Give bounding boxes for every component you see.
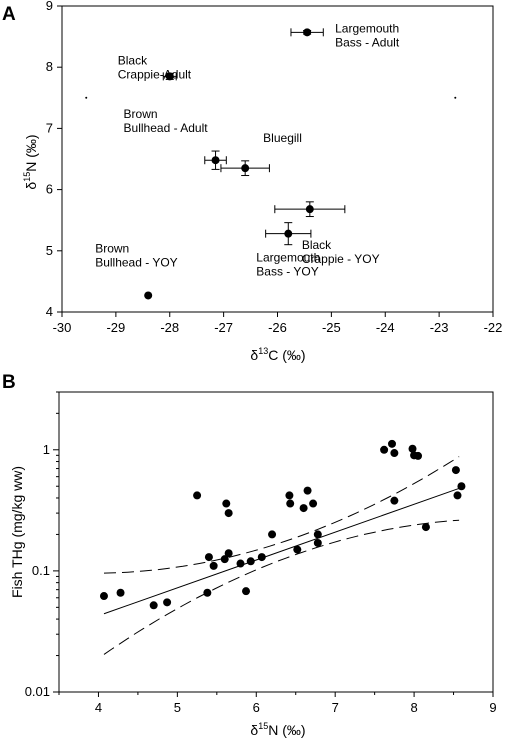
point-label: Bluegill	[263, 131, 302, 145]
x-tick-label: -28	[160, 320, 179, 335]
x-tick-label: 6	[253, 700, 260, 715]
data-point	[116, 588, 125, 597]
y-tick-label: 6	[46, 182, 53, 197]
chart-a-x-axis-title: δ13C (‰)	[250, 346, 305, 363]
data-point	[236, 559, 245, 568]
chart-b-x-axis-title: δ15N (‰)	[250, 721, 305, 738]
data-point	[257, 553, 266, 562]
data-point	[293, 545, 302, 554]
x-tick-label: -29	[106, 320, 125, 335]
lower-confidence-band	[103, 519, 460, 655]
data-point	[204, 553, 213, 562]
data-point	[203, 588, 212, 597]
data-point	[387, 439, 396, 448]
data-point	[222, 499, 231, 508]
data-point	[285, 491, 294, 500]
data-point	[453, 491, 462, 500]
chart-b-y-axis-title: Fish THg (mg/kg ww)	[9, 466, 25, 598]
x-tick-label: 4	[95, 700, 102, 715]
x-tick-label: 8	[410, 700, 417, 715]
x-tick-label: 7	[332, 700, 339, 715]
data-point	[451, 466, 460, 475]
data-point	[99, 592, 108, 601]
point-label: Largemouth Bass - Adult	[335, 21, 400, 49]
x-tick-label: -23	[430, 320, 449, 335]
y-tick-label: 0.1	[32, 563, 50, 578]
chart-a-y-axis-title: δ15N (‰)	[22, 134, 39, 189]
upper-confidence-band	[103, 456, 460, 574]
data-point	[224, 509, 233, 518]
x-tick-label: 5	[174, 700, 181, 715]
marker-dot	[454, 96, 457, 99]
chart-b-plot: 4 5 6 7 8 9 0.01 0.1 1	[25, 391, 497, 715]
data-point	[220, 555, 229, 564]
chart-a-svg: A -30 -29 -28 -27 -26 -25 -24 -23 -22 4 5 6 7 8 9 Large…	[2, 0, 503, 363]
data-point	[313, 530, 322, 539]
data-point	[390, 496, 399, 505]
data-point	[313, 538, 322, 547]
point-label: Black Crappie-Adult	[118, 53, 192, 81]
panel-letter-b: B	[2, 372, 16, 393]
data-point	[305, 205, 314, 214]
point-label: Largemouth Bass - YOY	[256, 251, 320, 279]
y-tick-label: 8	[46, 59, 53, 74]
x-tick-label: -27	[214, 320, 233, 335]
x-tick-label: -25	[322, 320, 341, 335]
data-point	[299, 504, 308, 513]
data-point	[309, 499, 318, 508]
point-label: Brown Bullhead - Adult	[124, 107, 209, 135]
x-tick-label: -22	[484, 320, 503, 335]
data-point	[241, 164, 250, 173]
chart-b-frame	[58, 391, 494, 693]
panel-b: B 4 5 6 7 8 9 0.01 0.1 1 Fish THg (mg/kg ww) δ15…	[0, 370, 505, 743]
data-point	[414, 451, 423, 460]
y-tick-label: 7	[46, 120, 53, 135]
data-point	[144, 291, 153, 300]
y-tick-label: 0.01	[25, 684, 50, 699]
data-point	[380, 445, 389, 454]
y-tick-label: 1	[43, 442, 50, 457]
panel-letter-a: A	[2, 4, 16, 25]
data-point	[284, 229, 293, 238]
data-point	[149, 601, 158, 610]
data-point	[421, 523, 430, 532]
x-tick-label: 9	[489, 700, 496, 715]
data-point	[193, 491, 202, 500]
x-tick-label: -26	[268, 320, 287, 335]
panel-a: A -30 -29 -28 -27 -26 -25 -24 -23 -22 4 5 6 7 8 9 Large…	[0, 0, 505, 370]
data-point	[165, 72, 174, 81]
chart-a-plot: -30 -29 -28 -27 -26 -25 -24 -23 -22 4 5 6 7 8 9 Largemo…	[46, 0, 503, 335]
y-tick-label: 4	[46, 304, 53, 319]
data-point	[242, 587, 251, 596]
data-point	[390, 449, 399, 458]
data-point	[303, 486, 312, 495]
data-point	[163, 598, 172, 607]
y-tick-label: 5	[46, 243, 53, 258]
data-point	[211, 156, 220, 165]
data-point	[268, 530, 277, 539]
point-label: Brown Bullhead - YOY	[95, 241, 178, 269]
data-point	[246, 557, 255, 566]
data-point	[286, 499, 295, 508]
data-point	[457, 482, 466, 491]
chart-b-svg: B 4 5 6 7 8 9 0.01 0.1 1 Fish THg (mg/kg ww) δ15…	[2, 372, 497, 738]
y-tick-label: 9	[46, 0, 53, 13]
data-point	[209, 561, 218, 570]
point-label: Black Crappie - YOY	[302, 238, 380, 266]
data-point	[224, 549, 233, 558]
x-tick-label: -30	[53, 320, 72, 335]
x-tick-label: -24	[376, 320, 395, 335]
data-point	[303, 28, 312, 37]
marker-dot	[85, 96, 88, 99]
regression-line	[103, 487, 462, 615]
data-point	[408, 444, 417, 453]
